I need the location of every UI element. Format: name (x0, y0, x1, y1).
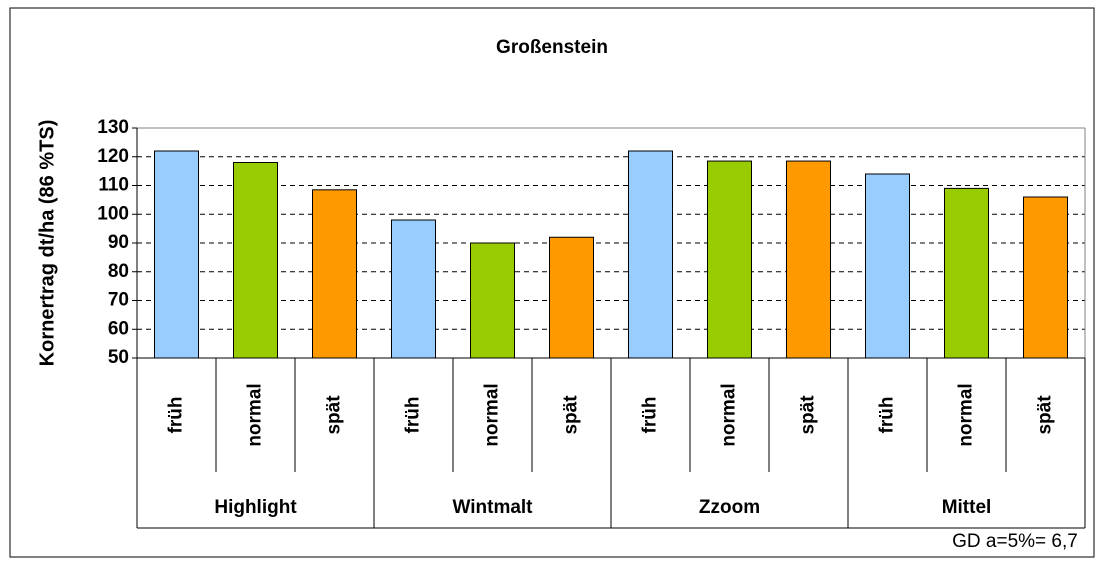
y-tick-label: 60 (108, 318, 129, 339)
x-tick-label: normal (719, 383, 740, 446)
bar (233, 162, 278, 359)
x-group-label: Highlight (214, 497, 297, 518)
y-tick-label: 50 (108, 347, 129, 368)
annotation: GD a=5%= 6,7 (952, 531, 1078, 552)
y-tick-label: 120 (97, 146, 129, 167)
x-tick-label: spät (324, 395, 345, 435)
x-group-label: Wintmalt (452, 497, 533, 518)
y-tick-label: 110 (98, 175, 129, 196)
y-tick-label: 80 (108, 261, 129, 282)
bar (628, 150, 673, 359)
x-tick-label: spät (1035, 395, 1056, 435)
x-group-label: Mittel (942, 497, 992, 518)
x-tick-label: normal (482, 383, 503, 446)
chart-title: Großenstein (496, 37, 608, 58)
x-tick-label: normal (245, 383, 266, 446)
bar (786, 160, 831, 359)
x-tick-label: früh (166, 397, 187, 434)
bar (865, 173, 910, 359)
x-tick-label: normal (956, 383, 977, 446)
y-tick-label: 100 (97, 203, 129, 224)
x-tick-label: früh (640, 397, 661, 434)
y-tick-label: 70 (108, 290, 129, 311)
bar (707, 160, 752, 359)
bar (391, 219, 436, 359)
y-tick-label: 90 (108, 232, 129, 253)
bar (312, 189, 357, 359)
x-group-label: Zzoom (699, 497, 760, 518)
bar (944, 187, 989, 359)
y-axis-label: Kornertrag dt/ha (86 %TS) (36, 120, 58, 367)
bar (1023, 196, 1068, 359)
x-tick-label: spät (561, 395, 582, 435)
bar (549, 236, 594, 359)
y-tick-label: 130 (97, 117, 129, 138)
x-tick-label: spät (798, 395, 819, 435)
x-tick-label: früh (877, 397, 898, 434)
x-tick-label: früh (403, 397, 424, 434)
bar (470, 242, 515, 359)
bar (154, 150, 199, 359)
